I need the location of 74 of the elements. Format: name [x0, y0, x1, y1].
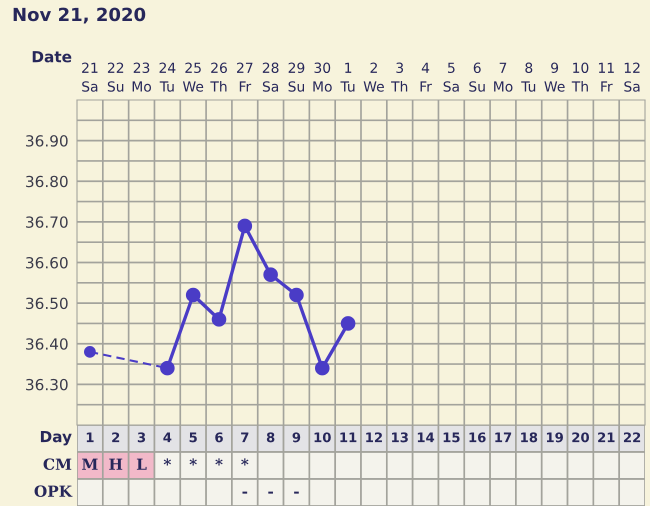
x-axis-title: Date: [32, 51, 72, 62]
x-tick-label: 26 Th: [210, 62, 227, 92]
x-tick-label: 9: [292, 432, 300, 442]
y-tick-label: 36.80: [26, 176, 68, 188]
point: [340, 316, 356, 331]
x-tick-label: 7: [241, 432, 248, 442]
chart-title: Nov 21, 2020: [14, 8, 146, 24]
x-tick-label: 10 Th: [572, 62, 588, 92]
x-tick-label: 3 Th: [391, 62, 408, 92]
text: -: [268, 492, 273, 494]
text: -: [242, 492, 248, 494]
y-tick-label: CM: [44, 458, 72, 470]
point: [238, 218, 252, 234]
y-tick-label: OPK: [34, 485, 72, 497]
point: [212, 312, 226, 327]
x-tick-label: 22 Su: [108, 62, 124, 92]
x-tick-label: 21 Sa: [82, 62, 98, 92]
x-axis-title: Day: [40, 430, 72, 446]
x-tick-label: 5 Sa: [444, 62, 459, 92]
text: M: [82, 458, 98, 470]
x-tick-label: 2: [112, 432, 120, 442]
x-tick-label: 4: [163, 432, 172, 442]
x-tick-label: 16: [469, 432, 486, 442]
x-tick-label: 2 We: [364, 62, 384, 92]
x-tick-label: 12: [366, 432, 382, 442]
x-tick-label: 15: [444, 432, 460, 442]
y-tick-label: 36.90: [26, 135, 68, 147]
x-tick-label: 30 Mo: [313, 62, 332, 92]
y-tick-label: 36.30: [26, 378, 68, 390]
x-tick-label: 5: [190, 432, 197, 442]
x-tick-label: 9 We: [544, 62, 565, 92]
point: [263, 267, 278, 282]
x-tick-label: 29 Su: [288, 62, 304, 92]
x-tick-label: 6: [215, 432, 223, 442]
text: *: [190, 458, 197, 466]
x-tick-label: 1 Tu: [340, 62, 354, 92]
point: [289, 288, 304, 302]
x-tick-label: 20: [572, 432, 590, 442]
x-tick-label: 8 Tu: [521, 62, 536, 92]
point: [186, 288, 200, 302]
x-tick-label: 6 Su: [469, 62, 485, 92]
x-tick-label: 25 We: [182, 62, 204, 92]
text: H: [109, 458, 122, 470]
text: *: [164, 458, 172, 466]
x-tick-label: 13: [392, 432, 408, 442]
text: *: [241, 458, 248, 466]
x-tick-label: 18: [521, 432, 538, 442]
x-tick-label: 14: [418, 432, 434, 442]
text: -: [294, 492, 299, 494]
x-tick-label: 19: [546, 432, 563, 442]
y-tick-label: 36.40: [26, 338, 68, 350]
text: L: [136, 458, 147, 470]
x-tick-label: 11: [340, 432, 356, 442]
x-tick-label: 21: [598, 432, 615, 442]
x-tick-label: 12 Sa: [624, 62, 640, 92]
x-tick-label: 10: [314, 432, 331, 442]
point: [84, 346, 96, 358]
y-tick-label: 36.70: [26, 216, 68, 228]
x-tick-label: 23 Mo: [132, 62, 152, 92]
text: *: [215, 458, 223, 466]
y-tick-label: 36.50: [26, 298, 68, 310]
x-tick-label: 4 Fr: [420, 62, 432, 92]
point: [314, 360, 330, 376]
y-tick-label: 36.60: [26, 256, 68, 269]
x-tick-label: 27 Fr: [237, 62, 252, 92]
x-tick-label: 3: [138, 432, 146, 442]
x-tick-label: 24 Tu: [160, 62, 176, 92]
x-tick-label: 7 Mo: [494, 62, 512, 92]
x-tick-label: 22: [624, 432, 640, 442]
x-tick-label: 1: [86, 432, 94, 442]
x-tick-label: 11 Fr: [598, 62, 614, 92]
x-tick-label: 17: [495, 432, 512, 442]
x-tick-label: 28 Sa: [262, 62, 279, 92]
x-tick-label: 8: [266, 432, 274, 442]
